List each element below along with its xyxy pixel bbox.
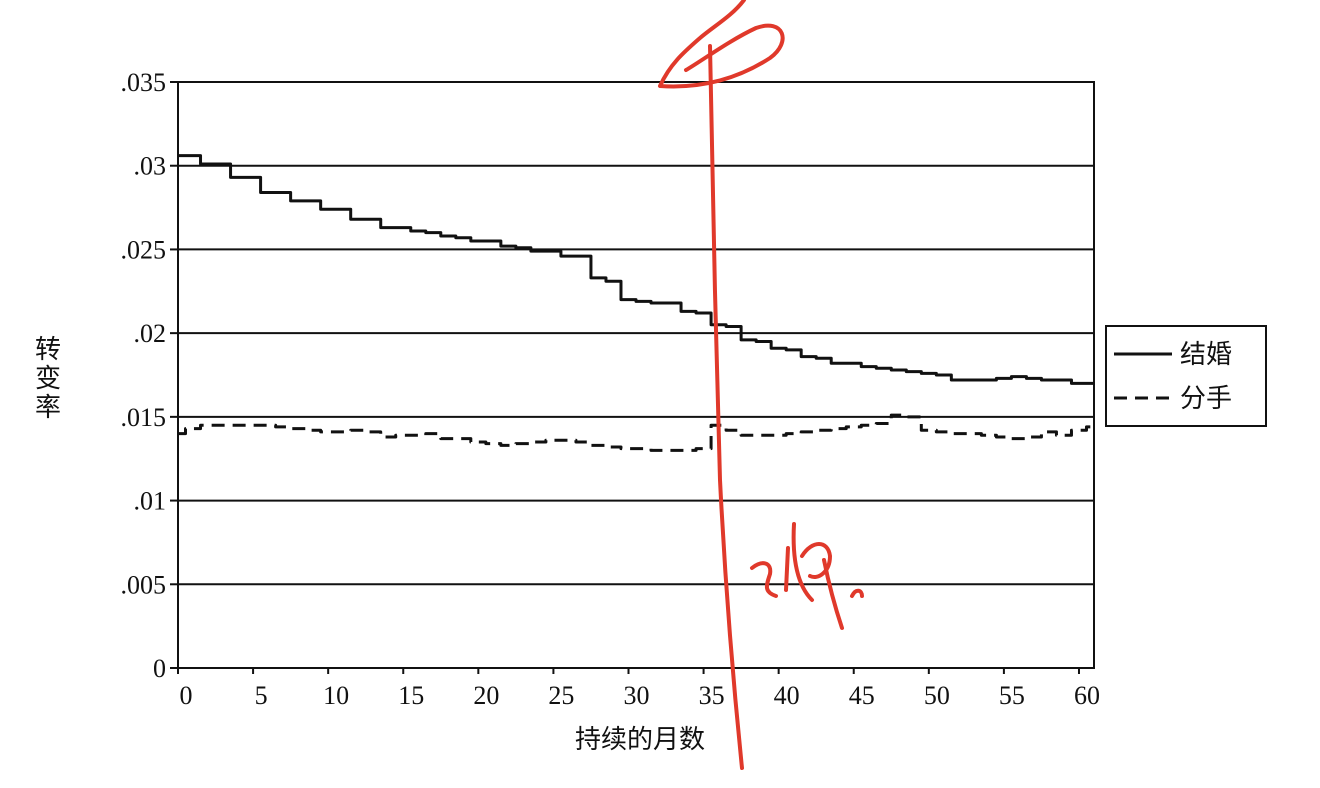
data-point-breakup	[552, 439, 555, 442]
x-tick-label: 30	[623, 681, 649, 710]
legend-box	[1105, 325, 1267, 427]
x-tick-label: 25	[548, 681, 574, 710]
y-tick-label: .03	[134, 152, 167, 181]
y-axis-ticks: 0 .005 .01 .015 .02 .025 .03 .035	[121, 68, 178, 683]
x-tick-label: 45	[849, 681, 875, 710]
legend: 结婚 分手	[1105, 325, 1267, 427]
y-tick-label: .02	[134, 319, 167, 348]
series-line-married	[178, 154, 1094, 385]
x-tick-label: 15	[398, 681, 424, 710]
data-point-breakup	[987, 434, 990, 437]
series-line-breakup	[178, 413, 1094, 452]
grid-lines	[178, 81, 1094, 669]
data-point-breakup	[777, 434, 780, 437]
legend-label-breakup: 分手	[1180, 384, 1232, 414]
x-tick-label: 5	[255, 681, 268, 710]
x-tick-label: 50	[924, 681, 950, 710]
x-tick-label: 20	[473, 681, 499, 710]
x-tick-label: 55	[999, 681, 1025, 710]
y-axis-title: 转变率	[35, 335, 61, 423]
x-tick-label: 35	[699, 681, 725, 710]
y-tick-label: 0	[153, 654, 166, 683]
x-tick-label: 40	[774, 681, 800, 710]
data-point-breakup	[627, 447, 630, 450]
data-point-breakup	[267, 424, 270, 427]
x-axis-title: 持续的月数	[575, 725, 705, 755]
data-point-breakup	[1077, 429, 1080, 432]
data-point-breakup	[327, 430, 330, 433]
y-tick-label: .025	[121, 235, 167, 264]
data-point-breakup	[207, 424, 210, 427]
data-point-breakup	[492, 442, 495, 445]
data-point-breakup	[402, 434, 405, 437]
y-tick-label: .015	[121, 403, 167, 432]
y-tick-label: .035	[121, 68, 167, 97]
y-tick-label: .01	[134, 487, 167, 516]
x-axis-ticks: 0 5 10 15 20 25 30 35 40 45 50 55 60	[177, 668, 1100, 710]
handwritten-red-annotation	[658, 0, 864, 770]
y-tick-label: .005	[121, 570, 167, 599]
series-lines	[178, 154, 1094, 452]
data-point-breakup	[852, 425, 855, 428]
plot-frame	[177, 81, 1095, 669]
data-point-breakup	[687, 449, 690, 452]
legend-label-married: 结婚	[1180, 340, 1232, 370]
x-tick-label: 10	[323, 681, 349, 710]
x-tick-label: 60	[1074, 681, 1100, 710]
x-tick-label: 0	[180, 681, 193, 710]
